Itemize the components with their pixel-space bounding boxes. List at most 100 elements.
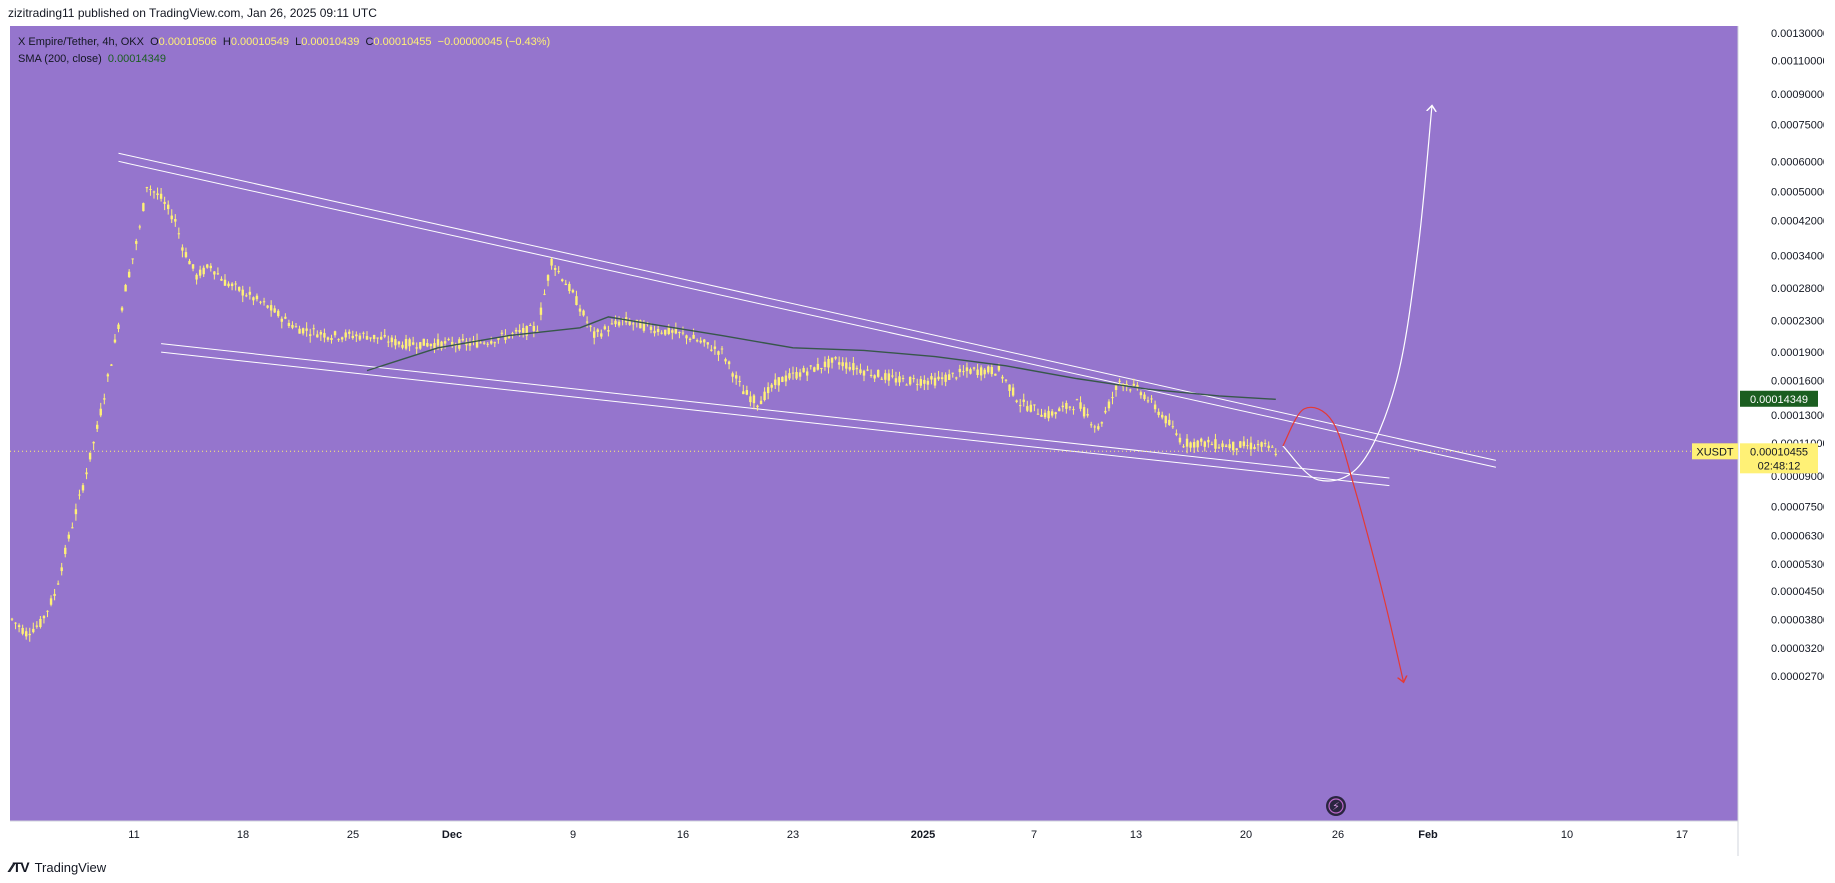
candle-body [198, 269, 202, 276]
candle-body [781, 376, 784, 382]
price-axis[interactable]: 0.00130000 0.00110000 0.00090000 0.00075000… [1737, 26, 1824, 856]
bar-countdown: 02:48:12 [1758, 460, 1801, 472]
trendline[interactable] [161, 343, 1390, 479]
candle-body [319, 331, 323, 335]
trendlines-layer [118, 152, 1497, 487]
candle-body [1090, 424, 1093, 426]
candle-body [837, 362, 841, 365]
candle-body [1114, 385, 1118, 391]
candle-body [362, 332, 365, 334]
candle-body [1200, 438, 1203, 442]
candle-body [21, 627, 24, 634]
y-tick-label: 0.00002700 [1771, 671, 1824, 683]
candle-body [674, 328, 678, 334]
candle-body [891, 375, 894, 377]
candle-body [1093, 426, 1096, 428]
candle-body [962, 371, 965, 373]
candle-body [60, 567, 63, 572]
candle-body [848, 367, 851, 370]
svg-text:⚡: ⚡ [1332, 800, 1340, 813]
candle-body [227, 283, 230, 287]
candle-body [497, 337, 500, 340]
chart-area[interactable]: 0.00130000 0.00110000 0.00090000 0.00075000… [10, 26, 1824, 856]
candle-body [106, 374, 110, 377]
candle-body [1019, 405, 1022, 407]
y-tick-label: 0.00090000 [1771, 89, 1824, 101]
candle-body [1263, 443, 1267, 445]
candle-body [976, 369, 979, 376]
candle-body [660, 332, 663, 334]
candle-body [99, 408, 102, 416]
candle-body [216, 273, 220, 275]
candle-body [710, 349, 713, 351]
tradingview-brand[interactable]: ⁄⁄TV TradingView [10, 859, 106, 875]
candle-body [262, 301, 266, 303]
candle-body [472, 340, 475, 342]
candle-body [681, 332, 685, 334]
trendline[interactable] [118, 160, 1497, 468]
candle-body [120, 307, 124, 311]
y-tick-label: 0.00034000 [1771, 251, 1824, 263]
y-tick-label: 0.00003800 [1771, 614, 1824, 626]
candle-body [912, 378, 915, 380]
candle-body [763, 391, 766, 401]
candle-body [53, 593, 56, 596]
candle-body [1192, 442, 1196, 448]
candle-body [1253, 446, 1256, 450]
y-tick-label: 0.00042000 [1771, 216, 1824, 228]
candle-body [1185, 438, 1189, 447]
bearish-projection-arrow[interactable] [1282, 406, 1404, 682]
candle-body [408, 339, 411, 347]
candle-body [85, 472, 88, 475]
candle-body [1171, 426, 1175, 428]
candle-body [1029, 404, 1033, 412]
candle-body [742, 391, 745, 395]
candle-body [1232, 441, 1235, 451]
candle-body [273, 308, 276, 313]
candle-body [294, 326, 298, 328]
time-axis[interactable]: 11 18 25 Dec 9 16 23 2025 7 13 20 26 Feb 10 17 [10, 820, 1738, 841]
candle-body [461, 338, 465, 341]
candle-body [149, 188, 152, 190]
candle-body [774, 379, 777, 386]
candle-body [695, 340, 699, 342]
lightning-icon[interactable]: ⚡ [1326, 796, 1346, 816]
candle-body [195, 274, 198, 280]
x-tick-label: 13 [1130, 829, 1142, 841]
candle-body [880, 378, 883, 380]
candle-body [600, 333, 603, 337]
bullish-projection-arrow[interactable] [1282, 105, 1432, 482]
candle-body [1189, 442, 1192, 448]
candle-body [1072, 409, 1075, 411]
current-price-value: 0.00010455 [1750, 446, 1808, 458]
candle-body [859, 369, 862, 374]
candle-body [965, 367, 969, 372]
candle-body [539, 307, 543, 315]
candle-body [749, 396, 752, 403]
candle-body [575, 296, 578, 306]
candle-body [252, 297, 255, 301]
candle-body [284, 316, 287, 319]
candle-body [312, 328, 315, 330]
candle-body [738, 381, 741, 383]
candle-body [440, 341, 443, 349]
candle-body [238, 286, 241, 291]
candle-body [990, 367, 993, 375]
candle-body [607, 330, 610, 332]
candle-body [1054, 412, 1057, 415]
candle-body [131, 258, 134, 260]
trendline[interactable] [161, 351, 1390, 487]
trendline[interactable] [118, 152, 1497, 461]
candle-body [610, 323, 614, 325]
candle-body [1207, 439, 1210, 443]
candle-body [365, 336, 369, 340]
candle-body [791, 372, 795, 374]
sma-line[interactable] [366, 316, 1276, 401]
candle-body [35, 625, 39, 627]
candle-body [571, 290, 575, 293]
x-tick-label: 23 [787, 829, 799, 841]
price-chart[interactable]: 0.00130000 0.00110000 0.00090000 0.00075000… [10, 26, 1824, 856]
candle-body [1246, 445, 1249, 447]
candle-body [32, 628, 35, 633]
candle-body [1168, 419, 1171, 425]
